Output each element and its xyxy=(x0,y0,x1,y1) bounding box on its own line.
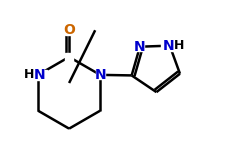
Text: N: N xyxy=(94,68,106,82)
Bar xyxy=(65,53,73,61)
Text: N: N xyxy=(162,39,174,53)
Text: O: O xyxy=(63,23,75,37)
Bar xyxy=(135,42,144,51)
Bar xyxy=(64,26,74,35)
Text: H: H xyxy=(24,68,34,81)
Bar xyxy=(96,70,105,79)
Text: N: N xyxy=(134,40,146,54)
Text: H: H xyxy=(174,39,184,52)
Bar xyxy=(161,40,179,51)
Text: N: N xyxy=(34,68,46,82)
Bar xyxy=(29,70,47,80)
